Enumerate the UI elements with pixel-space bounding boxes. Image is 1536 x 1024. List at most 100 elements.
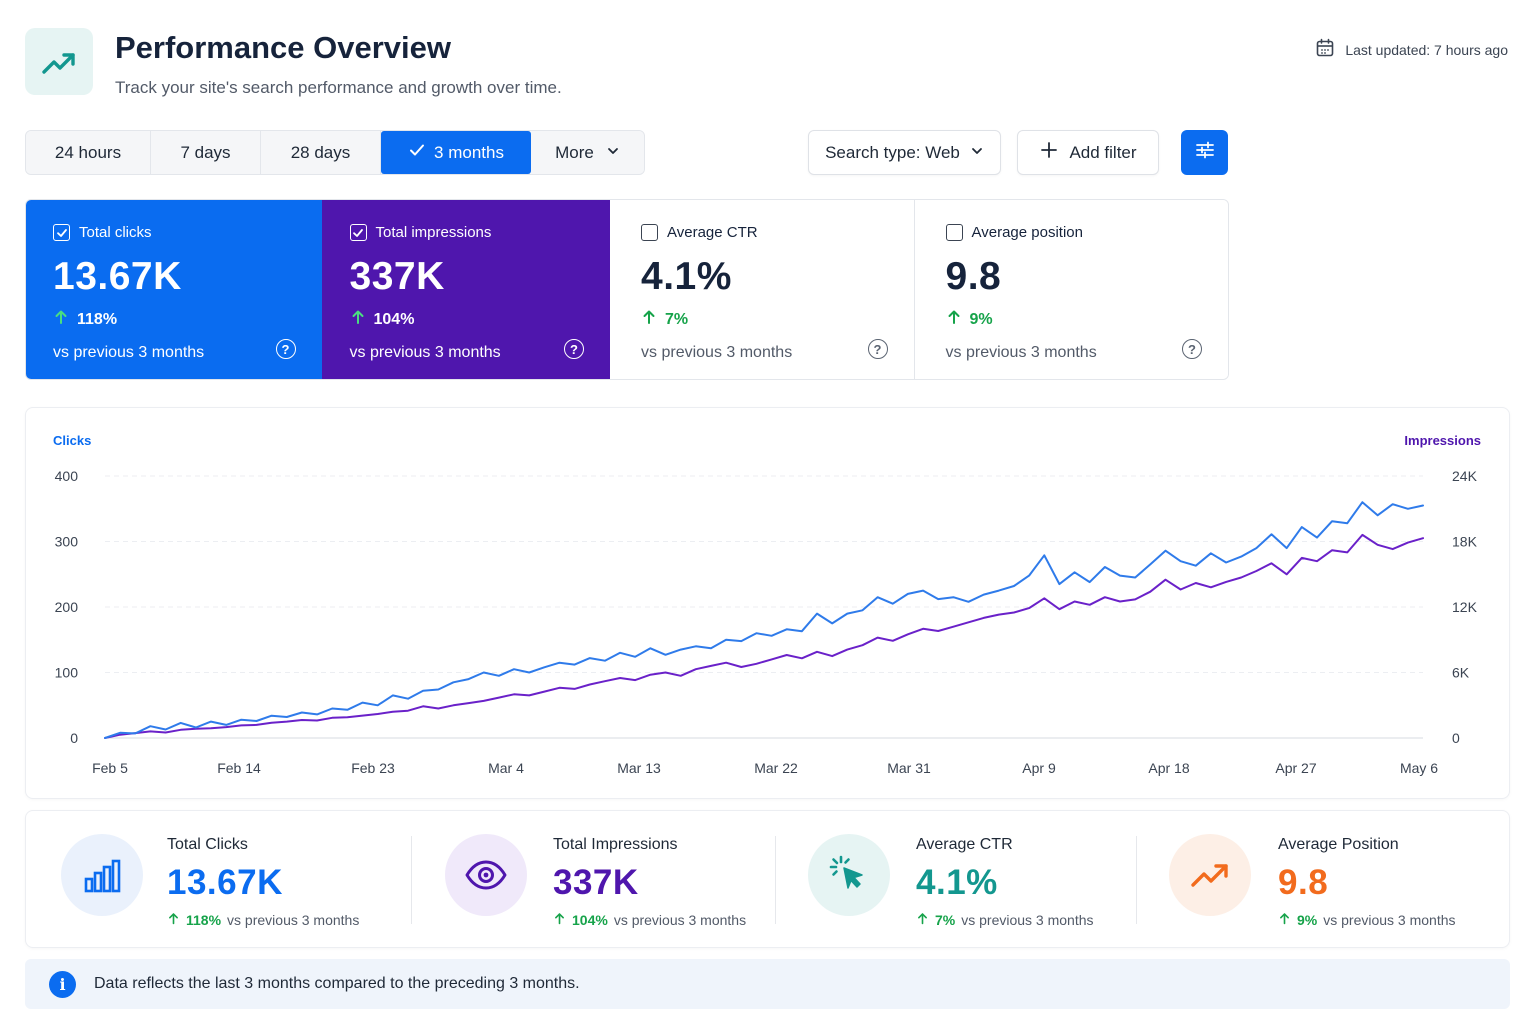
x-tick-label: Apr 9: [1022, 760, 1056, 776]
filter-settings-button[interactable]: [1181, 130, 1228, 175]
summary-average-position: Average Position 9.8 9% vs previous 3 mo…: [1137, 811, 1509, 949]
info-icon: i: [49, 970, 76, 998]
arrow-up-icon: [916, 912, 929, 928]
metric-comparison: vs previous 3 months: [53, 344, 205, 361]
summary-comparison: vs previous 3 months: [1323, 912, 1456, 928]
range-7-days-button[interactable]: 7 days: [151, 131, 261, 174]
info-text: Data reflects the last 3 months compared…: [94, 975, 580, 992]
bar-chart-icon: [61, 834, 143, 916]
search-type-label: Search type: Web: [825, 142, 960, 162]
y-left-tick-label: 0: [70, 730, 78, 746]
summary-title: Total Impressions: [553, 836, 678, 853]
y-left-tick-label: 200: [55, 599, 79, 615]
help-icon[interactable]: ?: [275, 339, 296, 359]
metric-comparison: vs previous 3 months: [349, 344, 501, 361]
performance-chart: Clicks Impressions 0 0 100 6K 200 12K 300 18K 40…: [25, 407, 1510, 799]
search-type-dropdown[interactable]: Search type: Web: [808, 130, 1001, 175]
arrow-up-icon: [553, 912, 566, 928]
checkbox-checked-icon[interactable]: [349, 224, 367, 241]
summary-value: 337K: [553, 863, 639, 902]
metric-change: 118%: [53, 309, 294, 330]
more-label: More: [555, 142, 594, 162]
add-filter-button[interactable]: Add filter: [1017, 130, 1159, 175]
summary-title: Average CTR: [916, 836, 1013, 853]
metric-change-value: 7%: [665, 310, 689, 328]
metric-change: 9%: [946, 309, 1200, 330]
x-tick-label: May 6: [1400, 760, 1438, 776]
metric-label-row: Total impressions: [349, 224, 583, 241]
y-right-tick-label: 24K: [1452, 468, 1478, 484]
eye-icon: [445, 834, 527, 916]
metric-value: 13.67K: [53, 255, 182, 298]
metric-change-value: 9%: [969, 310, 993, 328]
summary-title: Average Position: [1278, 836, 1399, 853]
last-updated-text: Last updated: 7 hours ago: [1345, 41, 1508, 58]
metric-value: 4.1%: [641, 255, 732, 298]
checkbox-checked-icon[interactable]: [53, 224, 70, 241]
summary-divider: [1136, 836, 1137, 924]
metric-cards: Total clicks 13.67K 118% vs previous 3 m…: [25, 199, 1229, 380]
metric-value: 337K: [349, 255, 445, 298]
summary-total-impressions: Total Impressions 337K 104% vs previous …: [412, 811, 775, 949]
summary-strip: Total Clicks 13.67K 118% vs previous 3 m…: [25, 810, 1510, 948]
range-3-months-button[interactable]: 3 months: [381, 131, 531, 174]
metric-label: Total clicks: [79, 224, 152, 241]
series-line-impressions: [104, 533, 1424, 739]
metric-card-total-impressions[interactable]: Total impressions 337K 104% vs previous …: [321, 200, 611, 379]
x-tick-label: Mar 31: [887, 760, 931, 776]
y-right-tick-label: 18K: [1452, 534, 1478, 550]
metric-card-average-ctr[interactable]: Average CTR 4.1% 7% vs previous 3 months…: [610, 200, 915, 379]
page-subtitle: Track your site's search performance and…: [115, 78, 562, 97]
x-tick-label: Mar 4: [488, 760, 524, 776]
checkbox-unchecked-icon[interactable]: [945, 224, 963, 241]
date-range-selector: 24 hours 7 days 28 days 3 months More: [25, 130, 645, 175]
arrow-up-icon: [1278, 912, 1291, 928]
x-tick-label: Mar 13: [617, 760, 661, 776]
series-line-clicks: [104, 501, 1424, 739]
summary-change: 118% vs previous 3 months: [167, 912, 359, 928]
x-tick-label: Feb 23: [351, 760, 395, 776]
summary-change: 104% vs previous 3 months: [553, 912, 746, 928]
page-title: Performance Overview: [115, 30, 452, 65]
y-right-tick-label: 0: [1452, 730, 1460, 746]
metric-label: Total impressions: [375, 224, 492, 241]
line-chart-svg: 0 0 100 6K 200 12K 300 18K 400 24K Feb 5 Feb 14 Feb …: [55, 468, 1478, 776]
y-left-tick-label: 100: [55, 665, 79, 681]
more-ranges-button[interactable]: More: [531, 131, 644, 174]
arrow-up-icon: [167, 912, 180, 928]
x-tick-label: Apr 27: [1275, 760, 1316, 776]
metric-card-average-position[interactable]: Average position 9.8 9% vs previous 3 mo…: [914, 200, 1228, 379]
metric-label: Average position: [971, 224, 1083, 241]
summary-total-clicks: Total Clicks 13.67K 118% vs previous 3 m…: [26, 811, 411, 949]
x-tick-label: Feb 14: [217, 760, 261, 776]
arrow-up-icon: [350, 309, 366, 330]
y-left-tick-label: 400: [55, 468, 79, 484]
help-icon[interactable]: ?: [564, 339, 585, 359]
summary-change-value: 9%: [1297, 912, 1318, 928]
chevron-down-icon: [970, 143, 984, 163]
sliders-icon: [1194, 139, 1216, 166]
metric-comparison: vs previous 3 months: [641, 344, 793, 361]
checkbox-unchecked-icon[interactable]: [641, 224, 659, 241]
metric-change-value: 118%: [77, 310, 118, 328]
y-right-tick-label: 12K: [1452, 599, 1478, 615]
summary-value: 13.67K: [167, 863, 283, 902]
range-28-days-button[interactable]: 28 days: [261, 131, 381, 174]
metric-value: 9.8: [945, 255, 1002, 298]
plus-icon: [1039, 140, 1059, 165]
summary-change: 7% vs previous 3 months: [916, 912, 1094, 928]
metric-change: 7%: [641, 309, 886, 330]
range-24-hours-button[interactable]: 24 hours: [26, 131, 151, 174]
y-left-tick-label: 300: [55, 534, 79, 550]
y-right-tick-label: 6K: [1452, 665, 1470, 681]
left-axis-title: Clicks: [53, 433, 92, 448]
metric-card-total-clicks[interactable]: Total clicks 13.67K 118% vs previous 3 m…: [26, 200, 322, 379]
range-3-months-label: 3 months: [434, 142, 504, 162]
metric-label-row: Average CTR: [641, 224, 886, 241]
help-icon[interactable]: ?: [867, 339, 888, 359]
summary-comparison: vs previous 3 months: [227, 912, 360, 928]
help-icon[interactable]: ?: [1181, 339, 1202, 359]
metric-change: 104%: [350, 309, 583, 330]
x-tick-label: Mar 22: [754, 760, 798, 776]
